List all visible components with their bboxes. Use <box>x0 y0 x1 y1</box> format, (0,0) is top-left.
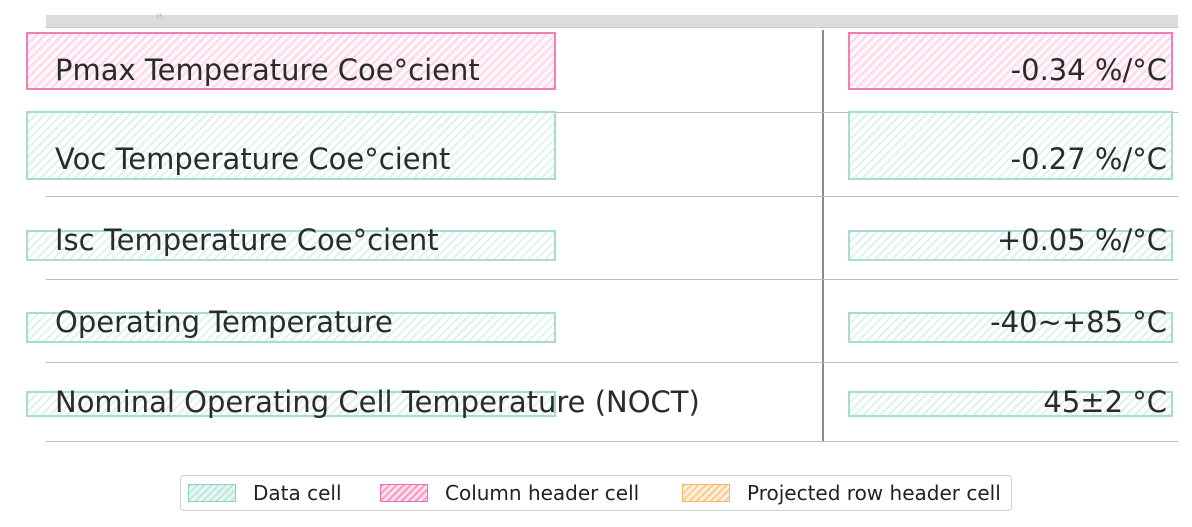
table-row-label: Isc Temperature Coe°cient <box>55 223 439 257</box>
legend-item-projected-row-header-cell: Projected row header cell <box>682 476 1001 510</box>
row-divider <box>46 441 1178 442</box>
column-header-cell-label <box>26 32 556 90</box>
legend-label: Data cell <box>253 481 342 505</box>
data-cell-value <box>848 230 1173 261</box>
data-cell-label <box>26 230 556 261</box>
table-row-value: -40~+85 °C <box>990 305 1167 339</box>
column-divider <box>822 30 824 442</box>
data-cell-label <box>26 391 556 417</box>
row-divider <box>46 112 1178 113</box>
legend-label: Column header cell <box>445 481 640 505</box>
corner-mark: ʸᵏ <box>156 13 164 23</box>
data-cell-value <box>848 391 1173 417</box>
data-cell-value <box>848 111 1173 180</box>
data-cell-label <box>26 111 556 180</box>
legend-label: Projected row header cell <box>747 481 1001 505</box>
top-scrollbar: ʸᵏ <box>46 13 1178 28</box>
table-row-value: 45±2 °C <box>1043 385 1167 419</box>
row-divider <box>46 196 1178 197</box>
table-row-value: -0.34 %/°C <box>1010 53 1167 87</box>
table-row-label: Voc Temperature Coe°cient <box>55 142 451 176</box>
column-header-cell-swatch <box>380 484 428 502</box>
data-cell-label <box>26 312 556 343</box>
data-cell-value <box>848 312 1173 343</box>
table-row-label: Nominal Operating Cell Temperature (NOCT… <box>55 385 700 419</box>
table-row-value: +0.05 %/°C <box>996 223 1167 257</box>
table-row-label: Pmax Temperature Coe°cient <box>55 53 480 87</box>
table-row-label: Operating Temperature <box>55 305 393 339</box>
row-divider <box>46 362 1178 363</box>
data-cell-swatch <box>188 484 236 502</box>
legend-item-column-header-cell: Column header cell <box>380 476 639 510</box>
legend: Data cell Column header cell Projected r… <box>180 475 1012 511</box>
projected-row-header-cell-swatch <box>682 484 730 502</box>
table-row-value: -0.27 %/°C <box>1010 142 1167 176</box>
legend-item-data-cell: Data cell <box>188 476 342 510</box>
row-divider <box>46 279 1178 280</box>
column-header-cell-value <box>848 32 1173 90</box>
